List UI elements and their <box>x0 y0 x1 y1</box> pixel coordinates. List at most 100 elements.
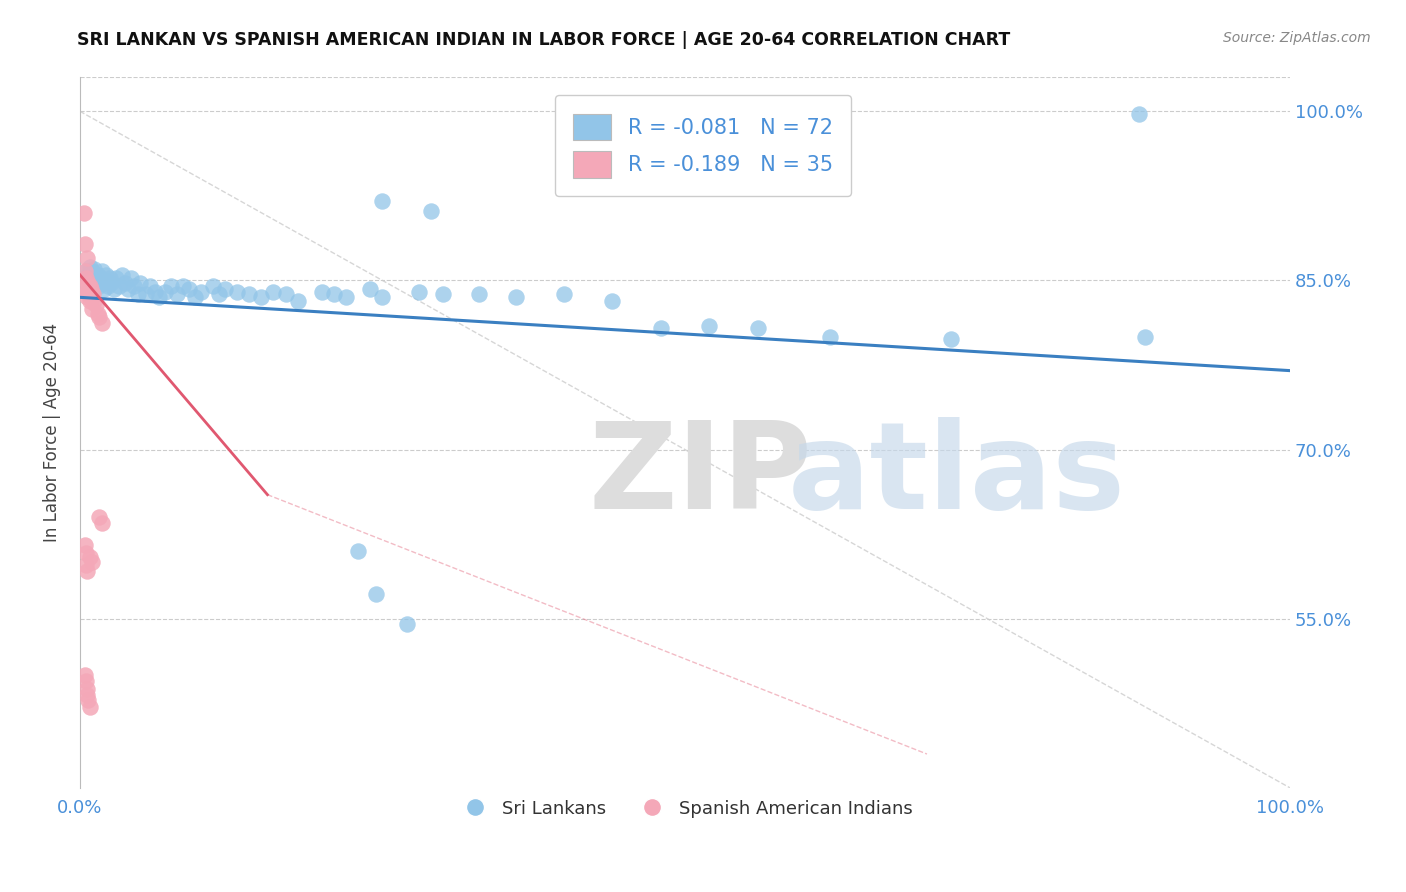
Point <box>98 271 121 285</box>
Point <box>73 668 96 682</box>
Point <box>75 279 97 293</box>
Point <box>89 310 111 324</box>
Point <box>602 293 624 308</box>
Point <box>201 279 224 293</box>
Point <box>73 237 96 252</box>
Point <box>75 271 97 285</box>
Text: atlas: atlas <box>787 417 1126 533</box>
Point <box>84 271 107 285</box>
Point <box>432 287 454 301</box>
Point <box>505 290 527 304</box>
Point <box>366 587 388 601</box>
Point <box>80 264 103 278</box>
Point <box>80 282 103 296</box>
Point <box>238 287 260 301</box>
Point <box>72 206 94 220</box>
Legend: Sri Lankans, Spanish American Indians: Sri Lankans, Spanish American Indians <box>450 793 920 825</box>
Point <box>208 287 231 301</box>
Point <box>100 276 122 290</box>
Point <box>103 282 125 296</box>
Point <box>75 546 97 560</box>
Point <box>135 287 157 301</box>
Point <box>159 279 181 293</box>
Point <box>89 510 111 524</box>
Point <box>84 298 107 312</box>
Point <box>190 285 212 299</box>
Point <box>80 301 103 316</box>
Point <box>89 271 111 285</box>
Point <box>79 293 101 308</box>
Point <box>359 282 381 296</box>
Point <box>80 555 103 569</box>
Point <box>263 285 285 299</box>
Point <box>250 290 273 304</box>
Point <box>395 617 418 632</box>
Point <box>553 287 575 301</box>
Point <box>129 276 152 290</box>
Text: Source: ZipAtlas.com: Source: ZipAtlas.com <box>1223 31 1371 45</box>
Point <box>818 330 841 344</box>
Point <box>77 693 100 707</box>
Point <box>127 287 149 301</box>
Point <box>117 282 139 296</box>
Point <box>76 290 98 304</box>
Point <box>76 285 98 299</box>
Point <box>408 285 430 299</box>
Point <box>214 282 236 296</box>
Point <box>79 549 101 564</box>
Point <box>371 290 394 304</box>
Point <box>166 287 188 301</box>
Point <box>79 699 101 714</box>
Point <box>90 516 112 530</box>
Point <box>75 264 97 278</box>
Point <box>96 268 118 282</box>
Point <box>335 290 357 304</box>
Point <box>650 320 672 334</box>
Point <box>1133 330 1156 344</box>
Point <box>79 279 101 293</box>
Point <box>86 276 108 290</box>
Point <box>124 279 146 293</box>
Point <box>419 203 441 218</box>
Point <box>153 285 176 299</box>
Point <box>82 287 104 301</box>
Point <box>274 287 297 301</box>
Point <box>287 293 309 308</box>
Point <box>90 316 112 330</box>
Point <box>371 194 394 209</box>
Point <box>148 290 170 304</box>
Point <box>172 279 194 293</box>
Point <box>82 270 104 285</box>
Y-axis label: In Labor Force | Age 20-64: In Labor Force | Age 20-64 <box>44 323 60 542</box>
Point <box>75 558 97 572</box>
Point <box>139 279 162 293</box>
Point <box>73 538 96 552</box>
Point <box>87 268 110 282</box>
Point <box>1128 106 1150 120</box>
Point <box>77 268 100 282</box>
Point <box>89 279 111 293</box>
Point <box>73 264 96 278</box>
Point <box>90 264 112 278</box>
Point <box>80 273 103 287</box>
Point <box>94 273 117 287</box>
Point <box>468 287 491 301</box>
Point <box>347 544 370 558</box>
Point <box>76 565 98 579</box>
Point <box>76 251 98 265</box>
Point <box>91 276 114 290</box>
Text: ZIP: ZIP <box>588 417 811 533</box>
Point <box>111 268 134 282</box>
Point <box>697 318 720 333</box>
Point <box>87 307 110 321</box>
Point <box>79 260 101 274</box>
Point <box>83 262 105 277</box>
Point <box>83 293 105 308</box>
Point <box>177 282 200 296</box>
Point <box>323 287 346 301</box>
Point <box>77 287 100 301</box>
Point <box>105 271 128 285</box>
Point <box>143 285 166 299</box>
Point <box>75 673 97 688</box>
Point <box>76 681 98 696</box>
